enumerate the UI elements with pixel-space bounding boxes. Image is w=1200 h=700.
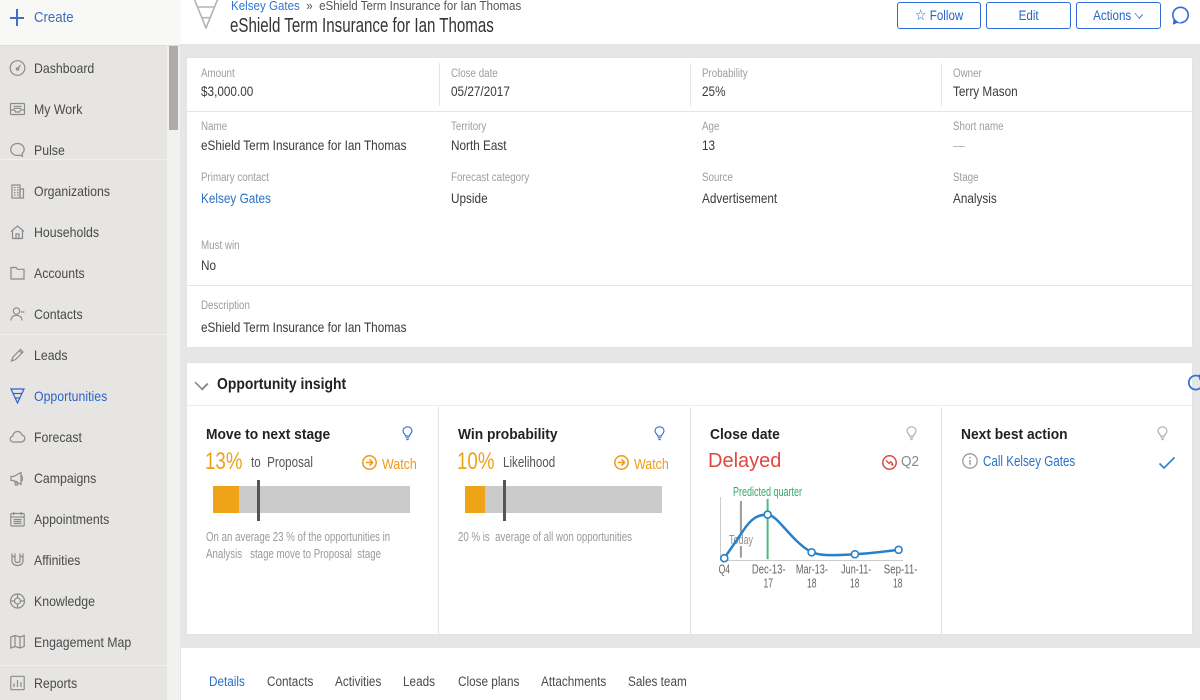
svg-text:18: 18 (893, 577, 903, 591)
svg-text:Q4: Q4 (719, 562, 731, 576)
svg-text:18: 18 (850, 577, 860, 591)
svg-text:18: 18 (807, 577, 817, 591)
svg-text:Dec-13-: Dec-13- (752, 562, 786, 576)
svg-text:Sep-11-: Sep-11- (884, 562, 918, 576)
svg-text:Predicted quarter: Predicted quarter (733, 485, 802, 499)
svg-text:Mar-13-: Mar-13- (796, 562, 828, 576)
svg-text:17: 17 (764, 577, 774, 591)
svg-text:Jun-11-: Jun-11- (841, 562, 871, 576)
